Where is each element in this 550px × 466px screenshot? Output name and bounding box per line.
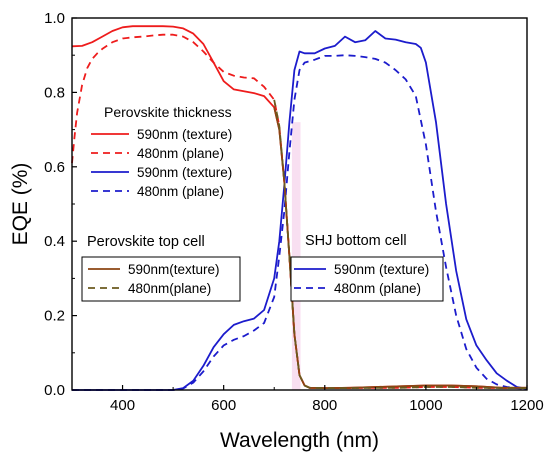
annotation-bottom-cell: SHJ bottom cell	[305, 233, 407, 249]
legend-bottom-item-2-label: 480nm (plane)	[334, 281, 421, 296]
y-tick-label: 0.4	[44, 233, 65, 250]
series-line-3	[72, 30, 528, 391]
series-line-4	[72, 54, 528, 391]
x-tick-label: 600	[211, 397, 236, 414]
highlight-rect	[291, 122, 301, 390]
legend-main-item-3-label: 590nm (texture)	[137, 165, 232, 180]
legend-top-item-1-label: 590nm(texture)	[128, 262, 220, 277]
legend-title: Perovskite thickness	[104, 104, 232, 120]
y-axis-title: EQE (%)	[9, 163, 32, 246]
legend-top-item-2-label: 480nm(plane)	[128, 281, 211, 296]
legend-box-top-cell	[81, 256, 241, 302]
legend-main: 590nm (texture) 480nm (plane) 590nm (textu…	[91, 127, 232, 199]
x-axis-title: Wavelength (nm)	[220, 429, 379, 452]
x-tick-label: 1000	[409, 397, 442, 414]
legend-bottom-item-1-label: 590nm (texture)	[334, 262, 429, 277]
legend-bottom-cell: 590nm (texture) 480nm (plane)	[294, 262, 429, 296]
x-tick-label: 1200	[510, 397, 543, 414]
series-line-6	[273, 99, 527, 389]
x-tick-label: 800	[312, 397, 337, 414]
y-tick-label: 1.0	[44, 10, 65, 27]
legend-main-item-2-label: 480nm (plane)	[137, 146, 224, 161]
highlight-band	[291, 122, 301, 390]
legend-main-item-1-label: 590nm (texture)	[137, 127, 232, 142]
y-tick-label: 0.2	[44, 308, 65, 325]
legend-main-item-4-label: 480nm (plane)	[137, 184, 224, 199]
x-tick-label: 400	[110, 397, 135, 414]
annotation-top-cell: Perovskite top cell	[87, 234, 205, 250]
y-tick-label: 0.8	[44, 84, 65, 101]
axis-ticks: 400 600 800 1000 1200 0.0 0.2 0.4 0.6 0.8 1.0	[44, 10, 544, 414]
y-tick-label: 0.6	[44, 159, 65, 176]
legend-box-bottom-cell	[290, 256, 444, 302]
y-tick-label: 0.0	[44, 382, 65, 399]
legend-top-cell: 590nm(texture) 480nm(plane)	[88, 262, 220, 296]
